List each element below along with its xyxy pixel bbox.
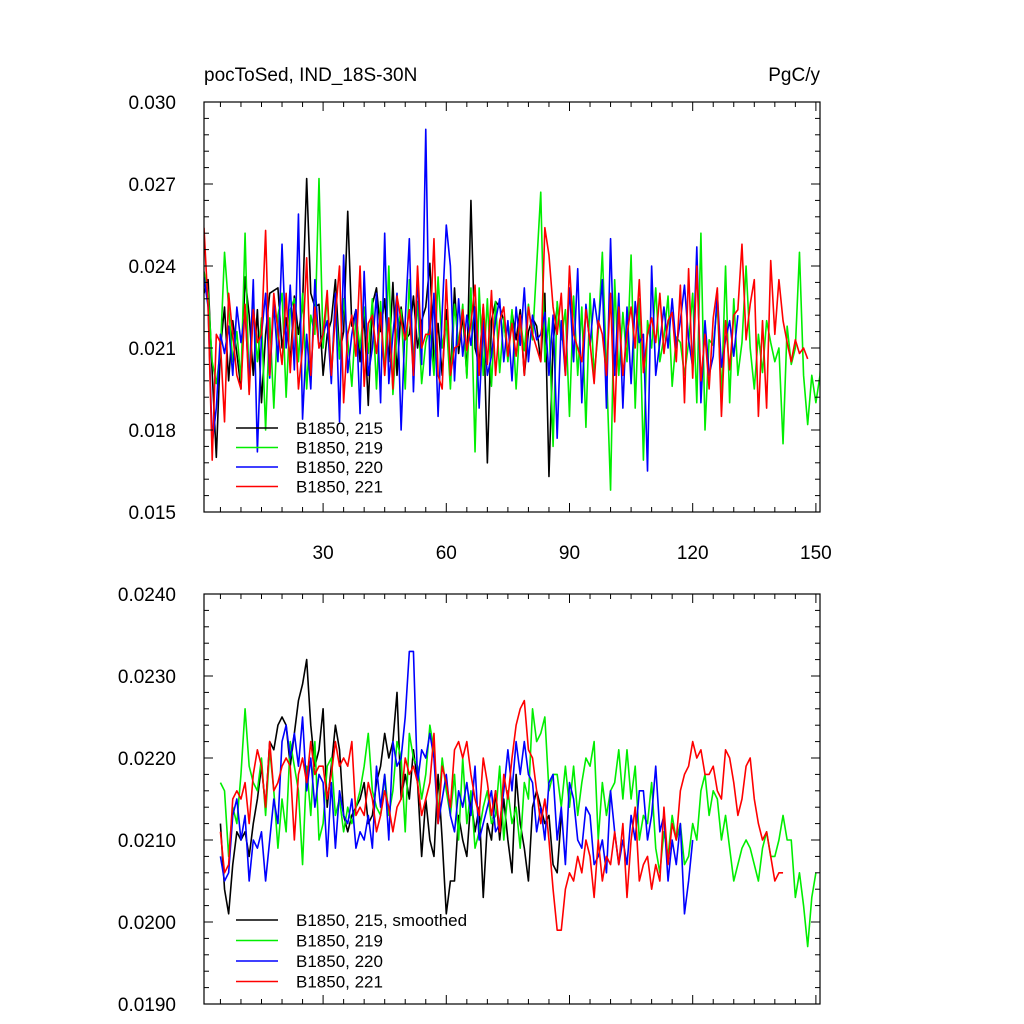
top-chart-panel: 0.015 0.018 0.021 0.024 0.027 0.030 30 60 90 120 1… — [128, 65, 831, 564]
top-y-tick-label-1: 0.018 — [128, 421, 176, 442]
top-chart-tick-labels: 0.015 0.018 0.021 0.024 0.027 0.030 30 60 90 120 1… — [128, 93, 831, 564]
bottom-series-line-4 — [219, 699, 784, 932]
bottom-chart-ticks — [204, 593, 820, 1005]
top-series-line-3 — [204, 128, 739, 472]
bottom-legend-label-3: B1850, 220 — [296, 952, 383, 971]
bottom-y-tick-label-2: 0.0210 — [118, 831, 176, 852]
bottom-chart-panel: 0.0190 0.0200 0.0210 0.0220 0.0230 0.0240 B18… — [118, 585, 821, 1016]
bottom-chart-tick-labels: 0.0190 0.0200 0.0210 0.0220 0.0230 0.0240 — [118, 585, 176, 1016]
bottom-y-tick-label-1: 0.0200 — [118, 913, 176, 934]
top-series-line-2 — [204, 177, 820, 491]
top-chart-units: PgC/y — [768, 65, 820, 86]
top-legend-label-2: B1850, 219 — [296, 439, 383, 458]
bottom-y-tick-label-5: 0.0240 — [118, 585, 176, 606]
top-legend-label-4: B1850, 221 — [296, 478, 383, 497]
bottom-chart-lines — [219, 650, 817, 948]
top-chart-title: pocToSed, IND_18S-30N — [204, 65, 417, 86]
top-chart-frame — [203, 101, 821, 513]
top-x-tick-label-0: 30 — [313, 543, 334, 564]
top-legend-label-3: B1850, 220 — [296, 458, 383, 477]
top-x-tick-label-4: 150 — [800, 543, 832, 564]
top-y-tick-label-3: 0.024 — [128, 257, 176, 278]
bottom-series-line-1 — [219, 658, 563, 915]
top-y-tick-label-2: 0.021 — [128, 339, 176, 360]
top-series-line-4 — [204, 226, 809, 461]
top-y-tick-label-4: 0.027 — [128, 175, 176, 196]
bottom-y-tick-label-4: 0.0230 — [118, 667, 176, 688]
bottom-legend-label-4: B1850, 221 — [296, 973, 383, 992]
bottom-legend-label-2: B1850, 219 — [296, 932, 383, 951]
top-legend-label-1: B1850, 215 — [296, 419, 383, 438]
top-x-tick-label-2: 90 — [559, 543, 580, 564]
top-chart-lines — [204, 128, 820, 491]
bottom-series-line-3 — [219, 650, 694, 915]
top-chart-ticks — [204, 101, 820, 513]
top-y-tick-label-5: 0.030 — [128, 93, 176, 114]
top-y-tick-label-0: 0.015 — [128, 503, 176, 524]
bottom-y-tick-label-3: 0.0220 — [118, 749, 176, 770]
top-x-tick-label-3: 120 — [677, 543, 709, 564]
bottom-chart-frame — [203, 593, 821, 1005]
bottom-y-tick-label-0: 0.0190 — [118, 995, 176, 1016]
bottom-legend-label-1: B1850, 215, smoothed — [296, 911, 467, 930]
bottom-series-line-2 — [219, 707, 817, 948]
top-x-tick-label-1: 60 — [436, 543, 457, 564]
